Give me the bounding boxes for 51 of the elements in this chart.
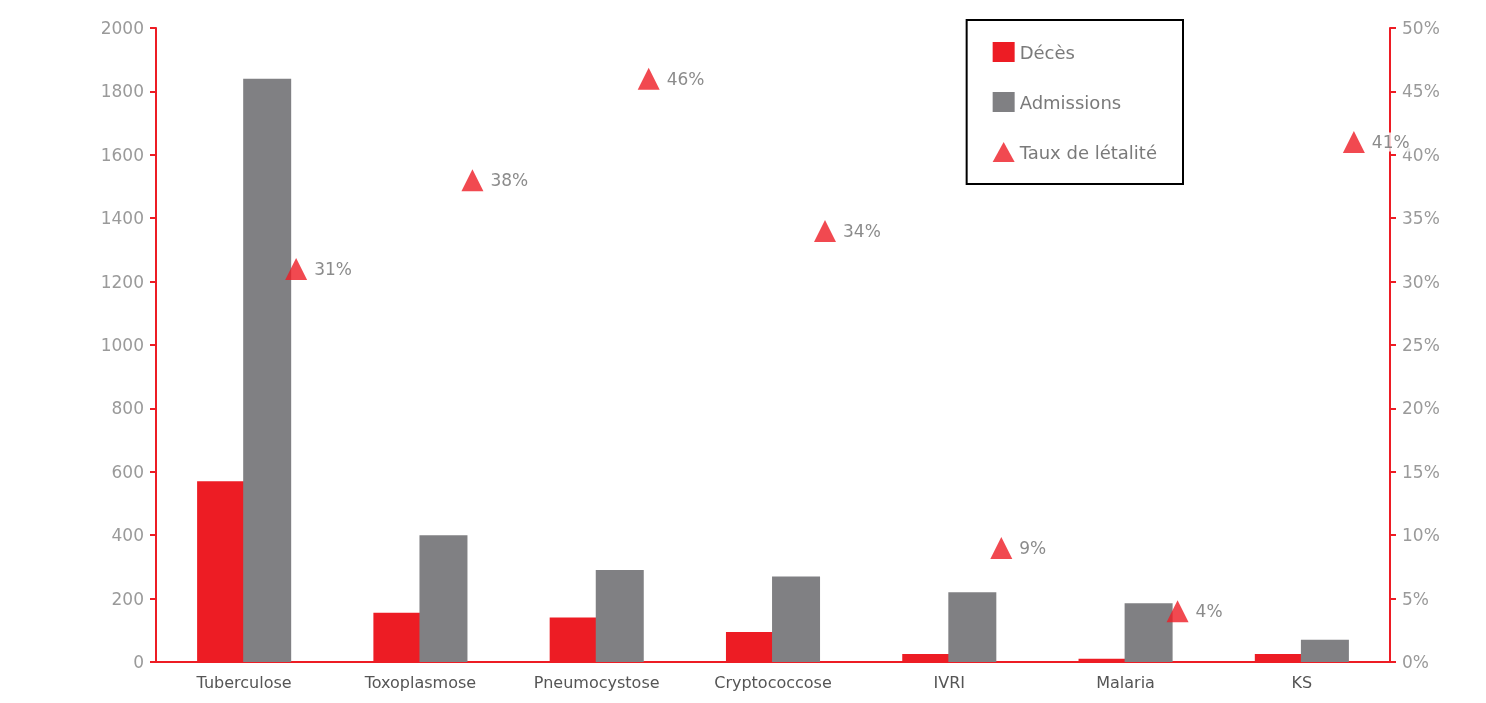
- y-tick-label: 1800: [100, 81, 144, 102]
- y2-tick-label: 50%: [1402, 18, 1440, 38]
- y-tick-label: 2000: [100, 18, 144, 38]
- legend-label: Taux de létalité: [1018, 141, 1158, 163]
- data-label: 46%: [666, 68, 705, 89]
- x-tick-label: KS: [1291, 672, 1313, 692]
- y2-tick-label: 35%: [1402, 208, 1440, 229]
- legend-label: Admissions: [1019, 91, 1122, 113]
- y2-tick-label: 10%: [1402, 525, 1440, 546]
- y2-tick-label: 5%: [1402, 588, 1429, 609]
- y-tick-label: 0: [133, 652, 144, 672]
- x-tick-label: Toxoplasmose: [363, 672, 477, 692]
- data-label: 4%: [1195, 601, 1223, 622]
- point: [461, 169, 484, 192]
- x-tick-label: Tuberculose: [195, 672, 292, 692]
- point: [1342, 131, 1365, 154]
- point: [637, 67, 660, 90]
- y-tick-label: 1000: [100, 335, 144, 355]
- x-tick-label: Pneumocystose: [533, 672, 660, 692]
- y-tick-label: 400: [111, 525, 144, 546]
- y2-tick-label: 0%: [1402, 652, 1429, 672]
- y2-tick-label: 45%: [1402, 81, 1440, 102]
- y-tick-label: 200: [111, 588, 144, 609]
- data-label: 9%: [1019, 537, 1047, 558]
- x-tick-label: Cryptococcose: [714, 672, 832, 692]
- x-tick-label: IVRI: [933, 672, 966, 692]
- bar: [1124, 603, 1173, 662]
- bar: [419, 535, 468, 662]
- legend-label: Décès: [1019, 41, 1075, 63]
- y-tick-label: 600: [111, 461, 144, 482]
- point: [1166, 600, 1189, 623]
- y-tick-label: 1200: [100, 271, 144, 292]
- bar: [1300, 639, 1349, 662]
- y2-tick-label: 30%: [1402, 271, 1440, 292]
- point: [990, 536, 1013, 559]
- y2-tick-label: 25%: [1402, 335, 1440, 355]
- data-label: 34%: [843, 220, 881, 241]
- bar: [948, 592, 997, 662]
- data-label: 38%: [490, 170, 529, 191]
- y-tick-label: 1400: [100, 208, 144, 229]
- bar: [772, 576, 821, 662]
- y-tick-label: 800: [111, 398, 144, 419]
- point: [285, 257, 308, 280]
- point: [814, 219, 836, 242]
- x-tick-label: Malaria: [1096, 672, 1155, 692]
- y2-tick-label: 15%: [1402, 461, 1440, 482]
- bar: [595, 570, 644, 662]
- y-tick-label: 1600: [100, 144, 144, 165]
- y2-tick-label: 20%: [1402, 398, 1440, 419]
- bar: [243, 78, 292, 662]
- data-label: 31%: [314, 258, 352, 279]
